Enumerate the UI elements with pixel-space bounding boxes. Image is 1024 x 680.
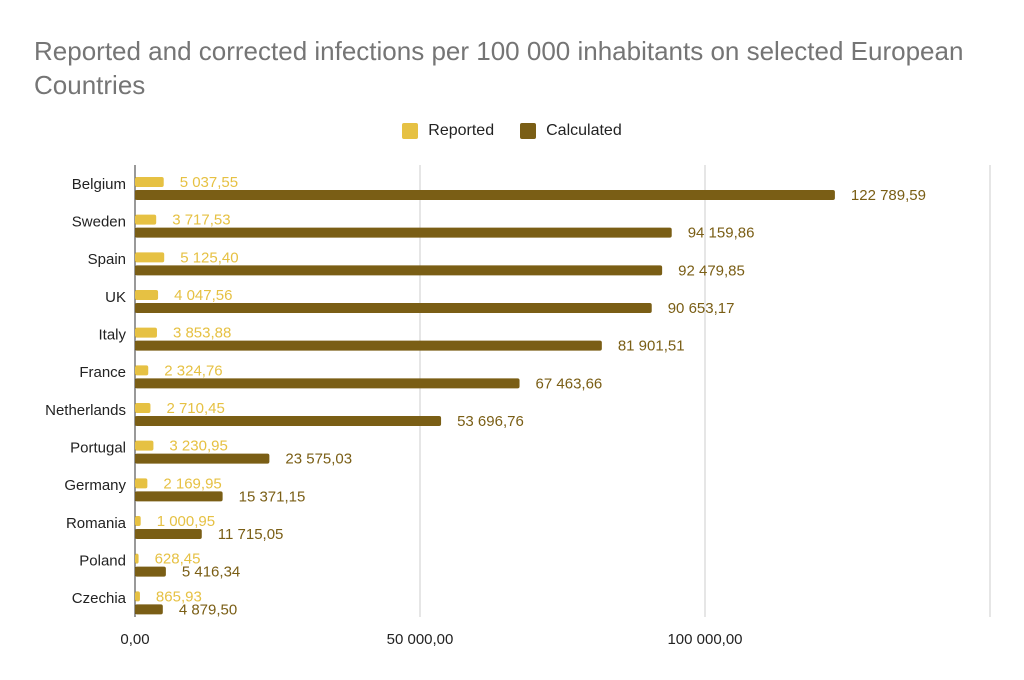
bar-reported-sweden: [135, 214, 157, 225]
data-label-calculated-poland: 5 416,34: [182, 564, 240, 581]
bar-reported-germany: [135, 478, 148, 489]
data-label-reported-germany: 2 169,95: [163, 475, 221, 492]
bar-calculated-portugal: [135, 453, 270, 464]
data-label-reported-france: 2 324,76: [164, 362, 222, 379]
category-label-sweden: Sweden: [72, 213, 126, 230]
data-label-reported-netherlands: 2 710,45: [166, 400, 224, 417]
data-label-reported-portugal: 3 230,95: [169, 438, 227, 455]
category-label-poland: Poland: [79, 552, 126, 569]
bar-calculated-poland: [135, 566, 166, 577]
category-label-czechia: Czechia: [72, 590, 127, 607]
bar-reported-poland: [135, 553, 139, 564]
bar-calculated-italy: [135, 340, 602, 351]
bar-reported-italy: [135, 327, 157, 338]
data-label-reported-romania: 1 000,95: [157, 513, 215, 530]
data-label-calculated-italy: 81 901,51: [618, 338, 685, 355]
legend-item-reported[interactable]: Reported: [402, 122, 494, 140]
data-label-reported-belgium: 5 037,55: [180, 174, 238, 191]
data-label-reported-poland: 628,45: [155, 551, 201, 568]
bar-reported-belgium: [135, 177, 164, 187]
legend-label-calculated: Calculated: [546, 122, 622, 139]
category-label-uk: UK: [105, 289, 126, 306]
data-label-calculated-uk: 90 653,17: [668, 300, 735, 317]
category-label-spain: Spain: [88, 251, 126, 268]
category-label-italy: Italy: [98, 326, 126, 343]
data-label-reported-italy: 3 853,88: [173, 325, 231, 342]
bar-reported-spain: [135, 252, 165, 263]
bar-calculated-netherlands: [135, 416, 442, 426]
bar-reported-france: [135, 365, 149, 376]
x-tick-label-1: 50 000,00: [387, 631, 454, 648]
category-label-romania: Romania: [66, 515, 127, 532]
data-label-calculated-sweden: 94 159,86: [688, 225, 755, 242]
data-label-calculated-netherlands: 53 696,76: [457, 413, 524, 430]
chart-title: Reported and corrected infections per 10…: [34, 36, 964, 100]
bar-calculated-spain: [135, 265, 663, 276]
bar-calculated-sweden: [135, 227, 672, 238]
legend-swatch-calculated: [520, 123, 537, 139]
bar-reported-uk: [135, 290, 159, 300]
bar-calculated-romania: [135, 529, 202, 539]
data-label-calculated-portugal: 23 575,03: [285, 451, 352, 468]
bar-calculated-germany: [135, 491, 223, 502]
category-label-germany: Germany: [64, 477, 126, 494]
legend-item-calculated[interactable]: Calculated: [520, 122, 622, 140]
legend-swatch-reported: [402, 123, 419, 139]
x-tick-label-0: 0,00: [120, 631, 149, 648]
bar-reported-romania: [135, 516, 141, 526]
bar-reported-netherlands: [135, 403, 151, 413]
category-label-netherlands: Netherlands: [45, 402, 126, 419]
data-label-calculated-france: 67 463,66: [536, 375, 603, 392]
data-label-calculated-czechia: 4 879,50: [179, 601, 237, 618]
category-label-france: France: [79, 364, 126, 381]
data-label-calculated-spain: 92 479,85: [678, 262, 745, 279]
bar-calculated-czechia: [135, 604, 163, 615]
legend: Reported Calculated: [0, 122, 1024, 140]
bar-calculated-uk: [135, 303, 652, 313]
data-label-reported-czechia: 865,93: [156, 588, 202, 605]
x-tick-label-2: 100 000,00: [667, 631, 742, 648]
data-label-calculated-germany: 15 371,15: [239, 488, 306, 505]
category-label-belgium: Belgium: [72, 176, 126, 193]
bar-calculated-belgium: [135, 190, 835, 200]
data-label-calculated-belgium: 122 789,59: [851, 187, 926, 204]
bar-reported-portugal: [135, 440, 154, 451]
data-label-reported-sweden: 3 717,53: [172, 212, 230, 229]
data-label-reported-uk: 4 047,56: [174, 287, 232, 304]
legend-label-reported: Reported: [428, 122, 495, 139]
data-label-calculated-romania: 11 715,05: [218, 526, 284, 543]
bar-calculated-france: [135, 378, 520, 389]
bar-reported-czechia: [135, 591, 140, 602]
data-label-reported-spain: 5 125,40: [180, 249, 238, 266]
category-label-portugal: Portugal: [70, 439, 126, 456]
